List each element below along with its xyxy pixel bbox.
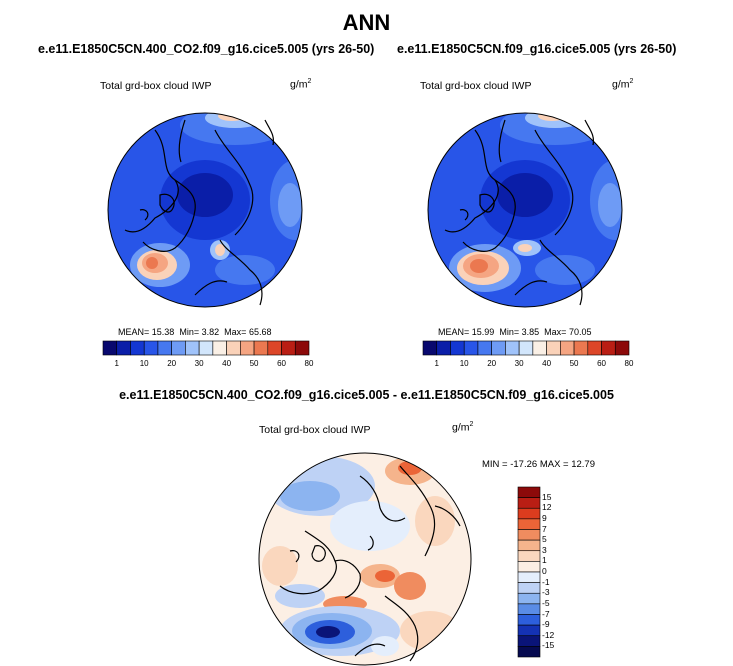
diff-colorbar-tick-label: 12 [542,502,552,513]
diff-colorbar-swatch [517,624,541,637]
colorbar-tick-label: 10 [139,359,149,368]
colorbar-swatch [450,340,465,356]
panel-1-variable-label: Total grd-box cloud IWP [100,80,212,92]
main-title: ANN [342,10,391,35]
colorbar-swatch [171,340,186,356]
diff-colorbar-swatch [517,529,541,541]
colorbar-swatch [518,340,534,356]
colorbar-swatch [267,340,282,356]
diff-colorbar-swatch [517,571,541,583]
diff-colorbar-swatch [517,635,541,647]
diff-units-label: g/m2 [452,421,474,434]
colorbar-swatch [240,340,255,356]
colorbar-tick-label: 30 [514,359,524,368]
diff-colorbar-tick-label: -5 [542,597,550,608]
colorbar-swatch [546,340,561,356]
colorbar-tick-label: 80 [624,359,634,368]
colorbar-swatch [102,340,118,356]
diff-case-title: e.e11.E1850C5CN.400_CO2.f09_g16.cice5.00… [119,388,614,402]
colorbar-tick-label: 40 [542,359,552,368]
diff-colorbar-tick-label: -12 [542,629,555,640]
colorbar-swatch [157,340,172,356]
diff-colorbar-swatch [517,592,541,605]
diff-colorbar-tick-label: -1 [542,576,550,587]
diff-colorbar-swatch [517,486,541,498]
colorbar-tick-label: 30 [194,359,204,368]
diff-colorbar-swatch [517,603,541,615]
panel-2-case-title: e.e11.E1850C5CN.f09_g16.cice5.005 (yrs 2… [397,42,677,56]
panel-2-stats: MEAN= 15.99 Min= 3.85 Max= 70.05 [438,327,592,337]
colorbar-swatch [477,340,492,356]
diff-colorbar-swatch [517,614,541,626]
colorbar-swatch [185,340,200,356]
diff-colorbar-swatch [517,561,541,573]
colorbar-swatch [422,340,438,356]
panel-2-variable-label: Total grd-box cloud IWP [420,80,532,92]
colorbar-tick-label: 10 [459,359,469,368]
colorbar-swatch [505,340,520,356]
colorbar-swatch [226,340,241,356]
colorbar-swatch [198,340,214,356]
diff-colorbar [517,486,541,658]
colorbar-swatch [491,340,506,356]
colorbar-swatch [601,340,616,356]
diff-variable-label: Total grd-box cloud IWP [259,424,371,436]
colorbar-tick-label: 20 [487,359,497,368]
diff-colorbar-swatch [517,550,541,562]
diff-colorbar-swatch [517,539,541,552]
colorbar-swatch [587,340,602,356]
diff-colorbar-tick-label: 0 [542,566,547,576]
panel-2-colorbar [422,340,630,356]
panel-1-case-title: e.e11.E1850C5CN.400_CO2.f09_g16.cice5.00… [38,42,375,56]
colorbar-swatch [573,340,589,356]
panel-1-stats: MEAN= 15.38 Min= 3.82 Max= 65.68 [118,327,272,337]
diff-colorbar-swatch [517,582,541,594]
colorbar-tick-label: 50 [569,359,579,368]
colorbar-tick-label: 80 [304,359,314,368]
colorbar-swatch [614,340,630,356]
diff-colorbar-tick-label: 3 [542,544,547,555]
diff-colorbar-swatch [517,646,541,658]
colorbar-swatch [143,340,159,356]
colorbar-swatch [436,340,451,356]
colorbar-swatch [116,340,131,356]
colorbar-swatch [130,340,145,356]
diff-colorbar-swatch [517,518,541,530]
diff-polar-map [258,452,472,666]
diff-colorbar-tick-label: 7 [542,523,547,534]
colorbar-tick-label: 1 [114,359,119,368]
panel-2-colorbar-ticks: 1 10 20 30 40 50 60 80 [423,359,633,371]
diff-minmax: MIN = -17.26 MAX = 12.79 [482,459,596,470]
colorbar-swatch [560,340,575,356]
colorbar-tick-label: 50 [249,359,259,368]
colorbar-swatch [463,340,479,356]
diff-colorbar-tick-label: -7 [542,608,550,619]
panel-1-polar-map [107,112,303,308]
colorbar-swatch [281,340,296,356]
colorbar-tick-label: 1 [434,359,439,368]
diff-colorbar-tick-label: -3 [542,587,550,598]
colorbar-swatch [532,340,547,356]
diff-colorbar-tick-label: 15 [542,491,552,502]
panel-2-polar-map [427,112,623,308]
colorbar-tick-label: 60 [277,359,286,368]
colorbar-swatch [294,340,310,356]
diff-colorbar-tick-label: 1 [542,555,547,566]
diff-colorbar-swatch [517,497,541,509]
colorbar-tick-label: 20 [167,359,177,368]
diff-colorbar-ticks: 15 12 9 7 5 3 1 0 -1 -3 -5 -7 -9 -12 -15 [542,487,572,657]
colorbar-swatch [253,340,269,356]
colorbar-swatch [212,340,227,356]
diff-colorbar-tick-label: 5 [542,534,547,545]
panel-2-units-label: g/m2 [612,78,634,91]
panel-1-colorbar [102,340,310,356]
colorbar-tick-label: 40 [222,359,232,368]
panel-1-units-label: g/m2 [290,78,312,91]
colorbar-tick-label: 60 [597,359,606,368]
diff-colorbar-swatch [517,507,541,520]
panel-1-colorbar-ticks: 1 10 20 30 40 50 60 80 [103,359,313,371]
diff-colorbar-tick-label: 9 [542,512,547,523]
diff-colorbar-tick-label: -15 [542,640,555,651]
diff-colorbar-tick-label: -9 [542,619,550,630]
